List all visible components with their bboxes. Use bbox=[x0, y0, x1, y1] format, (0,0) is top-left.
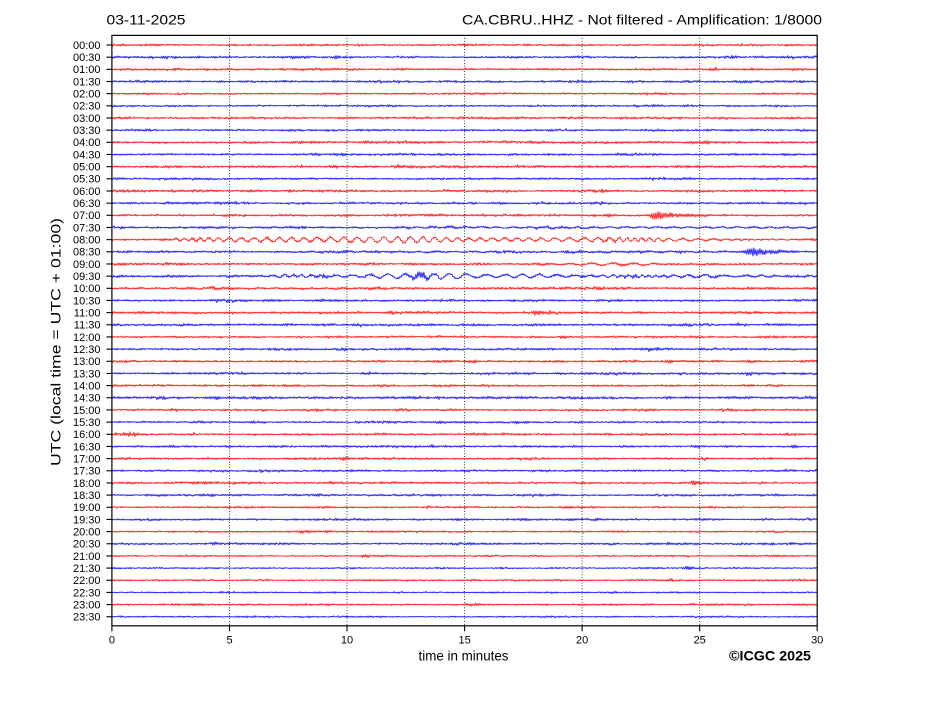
svg-text:0: 0 bbox=[109, 635, 115, 647]
svg-text:17:00: 17:00 bbox=[73, 454, 101, 466]
svg-text:5: 5 bbox=[226, 635, 232, 647]
svg-text:06:30: 06:30 bbox=[73, 198, 101, 210]
svg-text:09:00: 09:00 bbox=[73, 259, 101, 271]
svg-text:03:00: 03:00 bbox=[73, 113, 101, 125]
svg-text:21:00: 21:00 bbox=[73, 551, 101, 563]
svg-text:23:00: 23:00 bbox=[73, 599, 101, 611]
svg-text:04:30: 04:30 bbox=[73, 149, 101, 161]
svg-text:22:30: 22:30 bbox=[73, 587, 101, 599]
svg-text:CA.CBRU..HHZ - Not filtered -: CA.CBRU..HHZ - Not filtered - Amplificat… bbox=[462, 12, 822, 28]
svg-text:22:00: 22:00 bbox=[73, 575, 101, 587]
svg-text:23:30: 23:30 bbox=[73, 612, 101, 624]
svg-text:©ICGC 2025: ©ICGC 2025 bbox=[729, 648, 811, 664]
svg-text:07:00: 07:00 bbox=[73, 210, 101, 222]
svg-text:12:30: 12:30 bbox=[73, 344, 101, 356]
svg-text:19:30: 19:30 bbox=[73, 514, 101, 526]
svg-text:16:30: 16:30 bbox=[73, 441, 101, 453]
svg-text:time in minutes: time in minutes bbox=[419, 648, 509, 664]
svg-text:11:00: 11:00 bbox=[74, 308, 101, 320]
svg-text:00:30: 00:30 bbox=[73, 52, 101, 64]
svg-text:UTC (local time = UTC + 01:00): UTC (local time = UTC + 01:00) bbox=[48, 218, 63, 466]
svg-text:02:00: 02:00 bbox=[73, 89, 101, 101]
svg-text:10:30: 10:30 bbox=[73, 295, 101, 307]
svg-text:03:30: 03:30 bbox=[73, 125, 101, 137]
svg-text:21:30: 21:30 bbox=[73, 563, 101, 575]
svg-text:30: 30 bbox=[811, 635, 823, 647]
svg-text:20:30: 20:30 bbox=[73, 539, 101, 551]
svg-text:08:00: 08:00 bbox=[73, 235, 101, 247]
svg-text:04:00: 04:00 bbox=[73, 137, 101, 149]
svg-text:15: 15 bbox=[458, 635, 470, 647]
svg-text:08:30: 08:30 bbox=[73, 247, 101, 259]
svg-text:17:30: 17:30 bbox=[73, 466, 101, 478]
svg-text:13:00: 13:00 bbox=[73, 356, 101, 368]
svg-text:09:30: 09:30 bbox=[73, 271, 101, 283]
svg-text:20: 20 bbox=[576, 635, 588, 647]
svg-text:12:00: 12:00 bbox=[73, 332, 101, 344]
svg-text:18:00: 18:00 bbox=[73, 478, 101, 490]
svg-text:15:30: 15:30 bbox=[73, 417, 101, 429]
svg-text:25: 25 bbox=[694, 635, 706, 647]
svg-text:14:00: 14:00 bbox=[73, 381, 101, 393]
svg-text:05:00: 05:00 bbox=[73, 162, 101, 174]
svg-text:10:00: 10:00 bbox=[73, 283, 101, 295]
svg-text:18:30: 18:30 bbox=[73, 490, 101, 502]
svg-text:03-11-2025: 03-11-2025 bbox=[107, 12, 186, 28]
svg-text:15:00: 15:00 bbox=[73, 405, 101, 417]
svg-text:01:00: 01:00 bbox=[73, 64, 101, 76]
svg-text:05:30: 05:30 bbox=[73, 174, 101, 186]
svg-text:07:30: 07:30 bbox=[73, 222, 101, 234]
svg-text:14:30: 14:30 bbox=[73, 393, 101, 405]
svg-text:10: 10 bbox=[341, 635, 353, 647]
svg-text:13:30: 13:30 bbox=[73, 368, 101, 380]
svg-text:00:00: 00:00 bbox=[73, 40, 101, 52]
svg-text:19:00: 19:00 bbox=[73, 502, 101, 514]
svg-text:20:00: 20:00 bbox=[73, 527, 101, 539]
svg-text:16:00: 16:00 bbox=[73, 429, 101, 441]
svg-text:01:30: 01:30 bbox=[73, 76, 101, 88]
svg-text:02:30: 02:30 bbox=[73, 101, 101, 113]
svg-text:06:00: 06:00 bbox=[73, 186, 101, 198]
svg-text:11:30: 11:30 bbox=[74, 320, 101, 332]
